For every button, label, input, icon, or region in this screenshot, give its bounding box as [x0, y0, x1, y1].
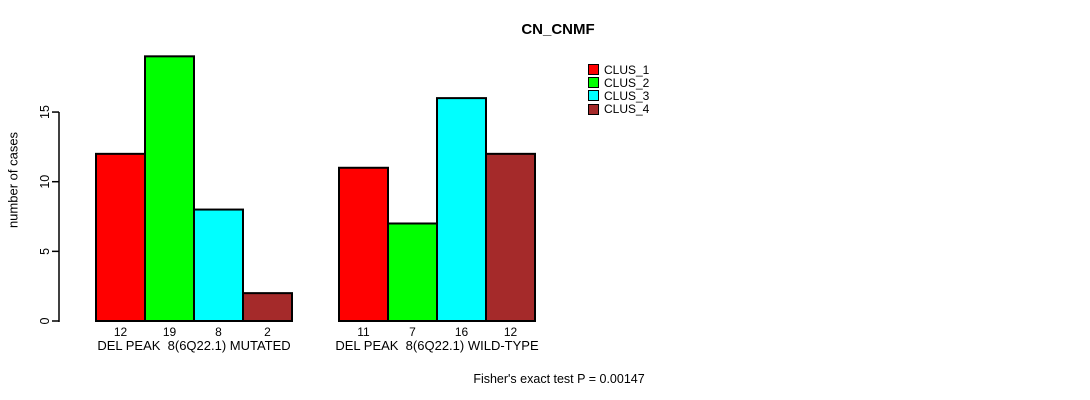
legend-label: CLUS_4: [604, 102, 650, 117]
bar-clus_4-group2: [485, 152, 536, 322]
legend-swatch: [588, 77, 599, 89]
legend-item: CLUS_4: [588, 103, 649, 116]
legend-swatch: [588, 103, 599, 115]
bar-clus_2-group1: [144, 55, 195, 323]
legend-item: CLUS_2: [588, 76, 649, 89]
bar-value-label: 19: [163, 325, 177, 339]
legend-label: CLUS_2: [604, 75, 650, 90]
legend-label: CLUS_1: [604, 62, 650, 77]
x-group-label: DEL PEAK 8(6Q22.1) WILD-TYPE: [335, 338, 539, 353]
legend-swatch: [588, 64, 599, 76]
legend: CLUS_1 CLUS_2 CLUS_3 CLUS_4: [588, 63, 649, 116]
bar-clus_3-group1: [193, 208, 244, 322]
bar-clus_2-group2: [387, 222, 438, 323]
bar-value-label: 12: [114, 325, 128, 339]
bar-value-label: 2: [264, 325, 271, 339]
y-tick-label: 0: [38, 317, 52, 324]
chart-title: CN_CNMF: [521, 21, 595, 38]
x-group-label: DEL PEAK 8(6Q22.1) MUTATED: [97, 338, 290, 353]
bar-value-label: 12: [504, 325, 518, 339]
legend-item: CLUS_3: [588, 89, 649, 102]
bar-value-label: 8: [215, 325, 222, 339]
fisher-test-annotation: Fisher's exact test P = 0.00147: [473, 372, 645, 386]
legend-label: CLUS_3: [604, 88, 650, 103]
y-tick-label: 10: [38, 175, 52, 189]
bar-value-label: 11: [357, 325, 370, 339]
y-tick-label: 5: [38, 248, 52, 255]
bar-clus_4-group1: [242, 292, 293, 323]
bar-value-label: 16: [455, 325, 469, 339]
bar-clus_1-group2: [338, 166, 389, 322]
bar-value-label: 7: [409, 325, 416, 339]
y-tick-label: 15: [38, 105, 52, 119]
bar-clus_1-group1: [95, 152, 146, 322]
legend-item: CLUS_1: [588, 63, 649, 76]
legend-swatch: [588, 90, 599, 102]
bar-clus_3-group2: [436, 97, 487, 323]
